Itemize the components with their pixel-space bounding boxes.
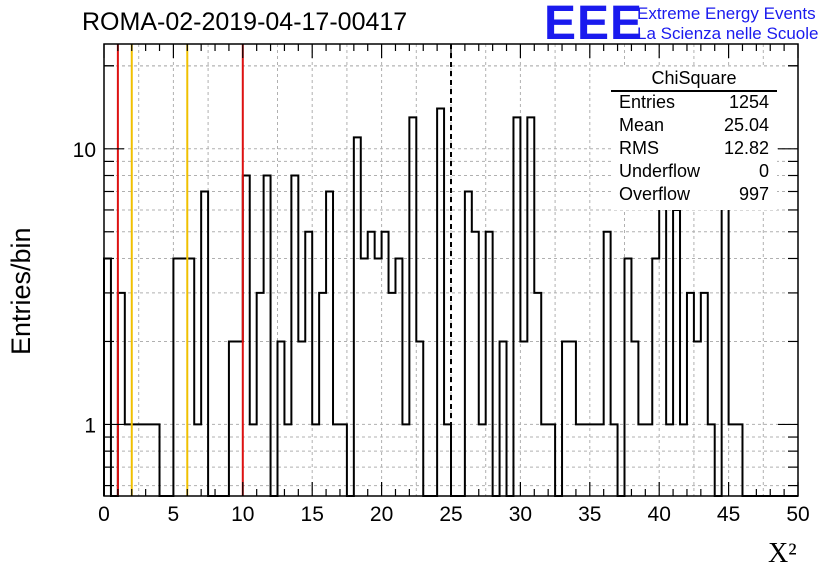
stats-value: 12.82 [723,138,769,158]
stats-row-underflow: Underflow 0 [619,161,769,184]
chart-title: ROMA-02-2019-04-17-00417 [82,8,408,36]
stats-label: Underflow [619,161,701,181]
stats-row-rms: RMS 12.82 [619,138,769,161]
x-tick-label: 5 [168,503,180,526]
y-tick-label: 10 [73,139,96,162]
x-tick-label: 30 [509,503,532,526]
stats-value: 997 [738,184,769,204]
stats-title: ChiSquare [651,68,737,88]
x-tick-label: 40 [648,503,671,526]
stats-label: Entries [619,92,676,112]
y-tick-label: 1 [84,414,96,437]
stats-label: RMS [619,138,659,158]
y-axis-label: Entries/bin [6,227,36,355]
x-tick-label: 45 [717,503,740,526]
x-axis-label: X² [768,538,797,569]
x-tick-label: 35 [578,503,601,526]
x-tick-label: 15 [301,503,324,526]
stats-row-overflow: Overflow 997 [619,184,769,207]
logo-mark: EEE [544,0,644,50]
logo-line-1: Extreme Energy Events [637,4,816,23]
stats-row-mean: Mean 25.04 [619,115,769,138]
stats-value: 1254 [728,92,769,112]
stats-divider [611,90,777,92]
stats-label: Mean [619,115,665,135]
x-tick-label: 0 [98,503,110,526]
logo-line-2: La Scienza nelle Scuole [637,24,819,43]
stats-label: Overflow [619,184,691,204]
stats-row-entries: Entries 1254 [619,92,769,115]
x-tick-label: 10 [231,503,254,526]
stats-value: 25.04 [723,115,769,135]
stats-box: ChiSquare Entries 1254 Mean 25.04 RMS 12… [611,68,777,210]
x-tick-label: 25 [439,503,462,526]
stats-value: 0 [758,161,769,181]
x-tick-label: 20 [370,503,393,526]
x-tick-label: 50 [786,503,809,526]
